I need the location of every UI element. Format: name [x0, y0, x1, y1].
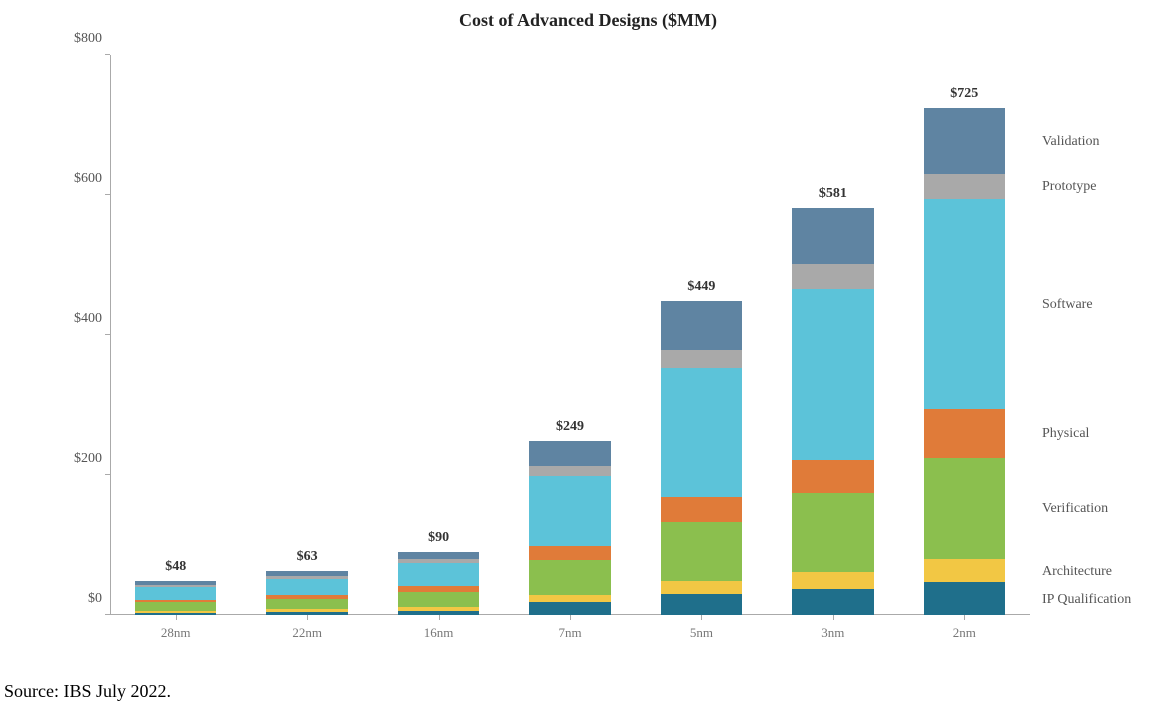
x-tick-mark	[701, 615, 702, 620]
chart-source: Source: IBS July 2022.	[4, 681, 171, 702]
x-tick-mark	[570, 615, 571, 620]
bar-total-label: $48	[165, 559, 186, 575]
x-tick-label: 28nm	[161, 625, 191, 641]
bar-segment-verification	[924, 458, 1005, 560]
bar-segment-prototype	[661, 350, 742, 368]
bar-total-label: $249	[556, 419, 584, 435]
x-tick-label: 2nm	[953, 625, 976, 641]
bar-segment-prototype	[529, 466, 610, 477]
bar-group: $48	[135, 581, 216, 615]
bar-segment-verification	[266, 599, 347, 610]
legend-label-validation: Validation	[1042, 134, 1100, 150]
y-tick-label: $600	[74, 171, 102, 187]
bar-segment-architecture	[398, 607, 479, 611]
bar-segment-verification	[398, 592, 479, 607]
bar-total-label: $63	[297, 549, 318, 565]
bar-segment-ip_qualification	[398, 611, 479, 615]
bar-segment-verification	[792, 493, 873, 572]
bar-segment-prototype	[924, 174, 1005, 199]
y-tick-label: $400	[74, 311, 102, 327]
bar-segment-prototype	[135, 585, 216, 587]
x-tick-label: 5nm	[690, 625, 713, 641]
bar-segment-prototype	[266, 576, 347, 580]
bar-segment-physical	[398, 586, 479, 592]
bar-segment-verification	[661, 522, 742, 582]
bar-segment-physical	[135, 600, 216, 603]
bar-group: $449	[661, 301, 742, 615]
bar-segment-validation	[924, 108, 1005, 175]
bar-segment-physical	[266, 595, 347, 599]
bar-total-label: $581	[819, 186, 847, 202]
bar-group: $249	[529, 441, 610, 615]
bar-segment-architecture	[135, 611, 216, 613]
bar-segment-physical	[661, 497, 742, 522]
legend-label-verification: Verification	[1042, 501, 1108, 517]
y-tick-mark	[105, 54, 110, 55]
x-tick-mark	[833, 615, 834, 620]
bar-segment-validation	[529, 441, 610, 466]
bar-segment-ip_qualification	[529, 602, 610, 615]
bar-segment-ip_qualification	[661, 594, 742, 615]
bar-segment-prototype	[792, 264, 873, 289]
bar-group: $581	[792, 208, 873, 615]
bar-segment-validation	[135, 581, 216, 585]
x-tick-mark	[964, 615, 965, 620]
bar-segment-validation	[661, 301, 742, 350]
chart-title: Cost of Advanced Designs ($MM)	[0, 10, 1176, 31]
bar-segment-verification	[529, 560, 610, 595]
bar-segment-validation	[792, 208, 873, 264]
y-tick-mark	[105, 474, 110, 475]
x-tick-label: 3nm	[821, 625, 844, 641]
bar-segment-software	[135, 587, 216, 600]
bar-segment-verification	[135, 602, 216, 610]
x-tick-mark	[176, 615, 177, 620]
bar-total-label: $725	[950, 86, 978, 102]
legend-label-architecture: Architecture	[1042, 564, 1112, 580]
bar-segment-software	[529, 476, 610, 546]
bar-segment-architecture	[924, 559, 1005, 582]
bar-segment-architecture	[792, 572, 873, 589]
x-tick-label: 7nm	[558, 625, 581, 641]
y-tick-label: $0	[88, 591, 102, 607]
y-tick-mark	[105, 334, 110, 335]
bar-segment-ip_qualification	[135, 613, 216, 615]
bar-segment-architecture	[529, 595, 610, 602]
bar-segment-validation	[266, 571, 347, 576]
y-tick-mark	[105, 614, 110, 615]
plot-area: $0$200$400$600$80028nm$4822nm$6316nm$907…	[110, 55, 1030, 615]
bar-segment-validation	[398, 552, 479, 559]
x-tick-mark	[439, 615, 440, 620]
legend-label-physical: Physical	[1042, 426, 1089, 442]
bar-segment-architecture	[661, 581, 742, 594]
bar-group: $63	[266, 571, 347, 615]
bar-segment-ip_qualification	[266, 612, 347, 615]
bar-segment-physical	[792, 460, 873, 493]
x-tick-mark	[307, 615, 308, 620]
y-tick-mark	[105, 194, 110, 195]
legend-label-ip_qualification: IP Qualification	[1042, 592, 1131, 608]
bar-segment-architecture	[266, 609, 347, 612]
chart-container: { "chart": { "type": "stacked-bar", "tit…	[0, 0, 1176, 716]
y-tick-label: $800	[74, 31, 102, 47]
bar-group: $90	[398, 552, 479, 615]
y-tick-label: $200	[74, 451, 102, 467]
bar-segment-software	[924, 199, 1005, 409]
bar-group: $725	[924, 108, 1005, 616]
bar-segment-physical	[529, 546, 610, 560]
bar-total-label: $449	[687, 279, 715, 295]
bar-segment-ip_qualification	[924, 582, 1005, 615]
bar-segment-software	[792, 289, 873, 461]
y-axis-line	[110, 55, 111, 615]
x-tick-label: 16nm	[424, 625, 454, 641]
bar-total-label: $90	[428, 530, 449, 546]
legend-label-prototype: Prototype	[1042, 179, 1096, 195]
bar-segment-software	[398, 563, 479, 586]
bar-segment-physical	[924, 409, 1005, 458]
legend-label-software: Software	[1042, 297, 1093, 313]
bar-segment-prototype	[398, 559, 479, 563]
bar-segment-software	[266, 579, 347, 594]
bar-segment-ip_qualification	[792, 589, 873, 615]
bar-segment-software	[661, 368, 742, 498]
x-tick-label: 22nm	[292, 625, 322, 641]
